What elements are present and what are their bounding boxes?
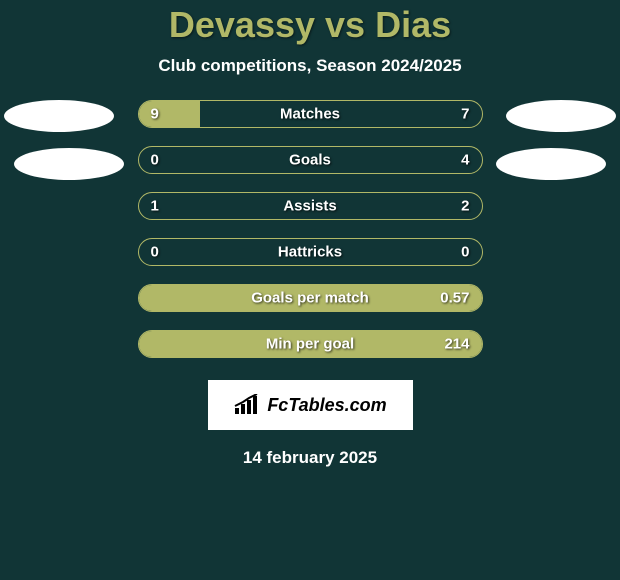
date-label: 14 february 2025: [243, 448, 377, 468]
stat-value-right: 4: [461, 152, 469, 169]
stat-label: Hattricks: [278, 244, 342, 261]
source-logo: FcTables.com: [208, 380, 413, 430]
stat-row: 214 Min per goal: [138, 330, 483, 358]
chart-icon: [233, 394, 261, 416]
avatar-placeholder-right-1: [506, 100, 616, 132]
stat-label: Goals per match: [251, 290, 369, 307]
stat-row: 1 2 Assists: [138, 192, 483, 220]
stat-value-left: 9: [151, 106, 159, 123]
stats-container: 9 7 Matches 0 4 Goals 1 2 Assists 0 0 Hattricks 0.57…: [0, 100, 620, 358]
stat-row: 0 4 Goals: [138, 146, 483, 174]
stat-value-left: 0: [151, 244, 159, 261]
avatar-placeholder-left-1: [4, 100, 114, 132]
stat-value-left: 1: [151, 198, 159, 215]
stat-label: Assists: [283, 198, 336, 215]
stat-value-right: 7: [461, 106, 469, 123]
stat-row: 0.57 Goals per match: [138, 284, 483, 312]
stat-value-left: 0: [151, 152, 159, 169]
stat-row: 0 0 Hattricks: [138, 238, 483, 266]
stat-value-right: 2: [461, 198, 469, 215]
page-subtitle: Club competitions, Season 2024/2025: [158, 56, 461, 76]
source-logo-text: FcTables.com: [267, 395, 386, 416]
stat-value-right: 0.57: [440, 290, 469, 307]
stat-label: Min per goal: [266, 336, 354, 353]
avatar-placeholder-right-2: [496, 148, 606, 180]
stat-label: Goals: [289, 152, 331, 169]
stat-label: Matches: [280, 106, 340, 123]
avatar-placeholder-left-2: [14, 148, 124, 180]
stat-value-right: 0: [461, 244, 469, 261]
stat-fill-left: [139, 101, 201, 127]
stat-row: 9 7 Matches: [138, 100, 483, 128]
page-title: Devassy vs Dias: [169, 4, 451, 46]
stat-value-right: 214: [444, 336, 469, 353]
